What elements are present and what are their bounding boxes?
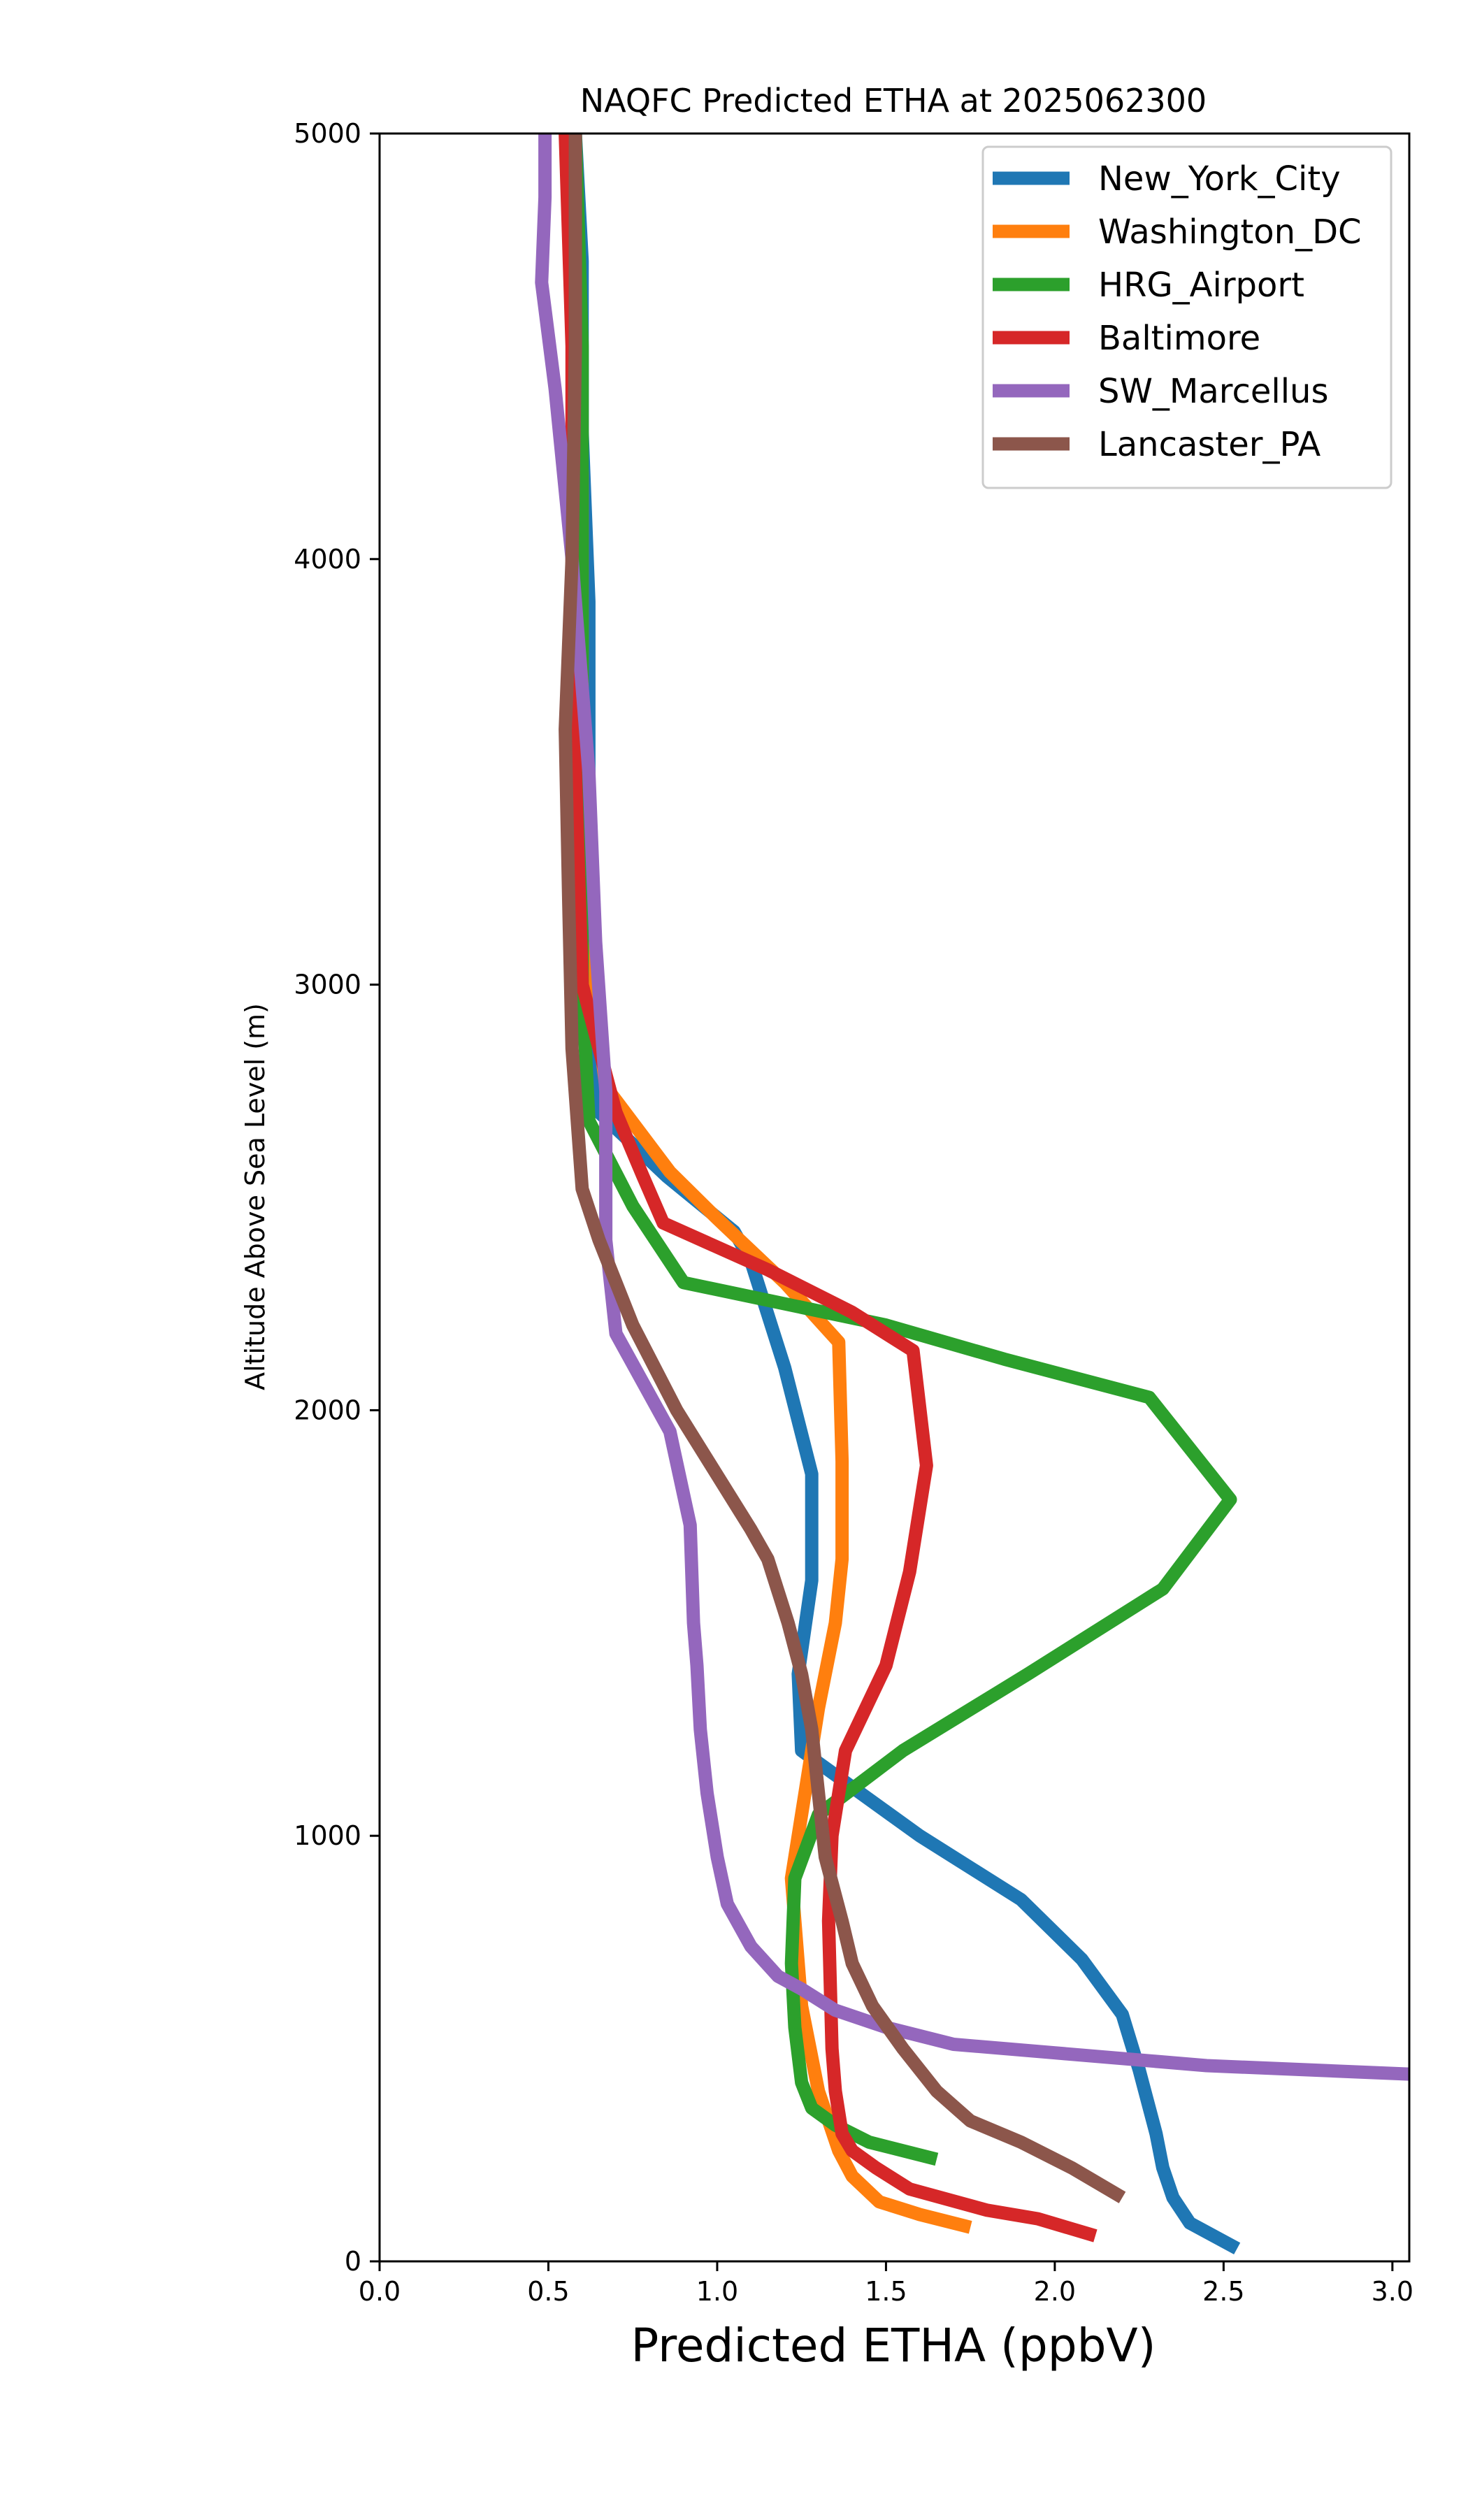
y-tick-label: 5000 [294, 118, 361, 149]
x-axis-ticks: 0.0 0.5 1.0 1.5 2.0 2.5 3.0 [359, 2261, 1413, 2307]
chart-title: NAQFC Predicted ETHA at 2025062300 [580, 82, 1207, 120]
legend: New_York_City Washington_DC HRG_Airport Bal… [981, 145, 1393, 489]
x-tick-label: 3.0 [1372, 2276, 1413, 2307]
series-lines [535, 134, 1409, 2255]
series-line-washington-dc [565, 134, 972, 2234]
x-tick-label: 1.0 [696, 2276, 738, 2307]
legend-label-hrg-airport: HRG_Airport [1098, 266, 1304, 305]
y-tick-label: 4000 [294, 544, 361, 575]
x-tick-label: 0.5 [527, 2276, 569, 2307]
x-tick-label: 0.0 [359, 2276, 401, 2307]
plot-frame [378, 132, 1411, 2263]
y-tick-label: 2000 [294, 1395, 361, 1425]
legend-box [981, 145, 1393, 489]
y-tick-label: 0 [345, 2246, 361, 2277]
series-line-lancaster-pa [559, 134, 1126, 2203]
legend-label-baltimore: Baltimore [1098, 319, 1260, 358]
y-tick-label: 1000 [294, 1820, 361, 1851]
x-tick-label: 2.5 [1202, 2276, 1244, 2307]
x-axis-label: Predicted ETHA (ppbV) [631, 2319, 1156, 2373]
legend-label-new-york-city: New_York_City [1098, 159, 1341, 199]
legend-label-sw-marcellus: SW_Marcellus [1098, 372, 1328, 411]
x-tick-label: 2.0 [1034, 2276, 1076, 2307]
y-axis-ticks: 0 1000 2000 3000 4000 5000 [294, 118, 380, 2277]
legend-label-lancaster-pa: Lancaster_PA [1098, 425, 1321, 464]
y-axis-label: Altitude Above Sea Level (m) [240, 1003, 271, 1390]
series-line-baltimore [559, 134, 1098, 2242]
y-tick-label: 3000 [294, 970, 361, 1000]
x-tick-label: 1.5 [865, 2276, 907, 2307]
legend-label-washington-dc: Washington_DC [1098, 213, 1362, 252]
series-line-sw-marcellus [535, 134, 1409, 2081]
